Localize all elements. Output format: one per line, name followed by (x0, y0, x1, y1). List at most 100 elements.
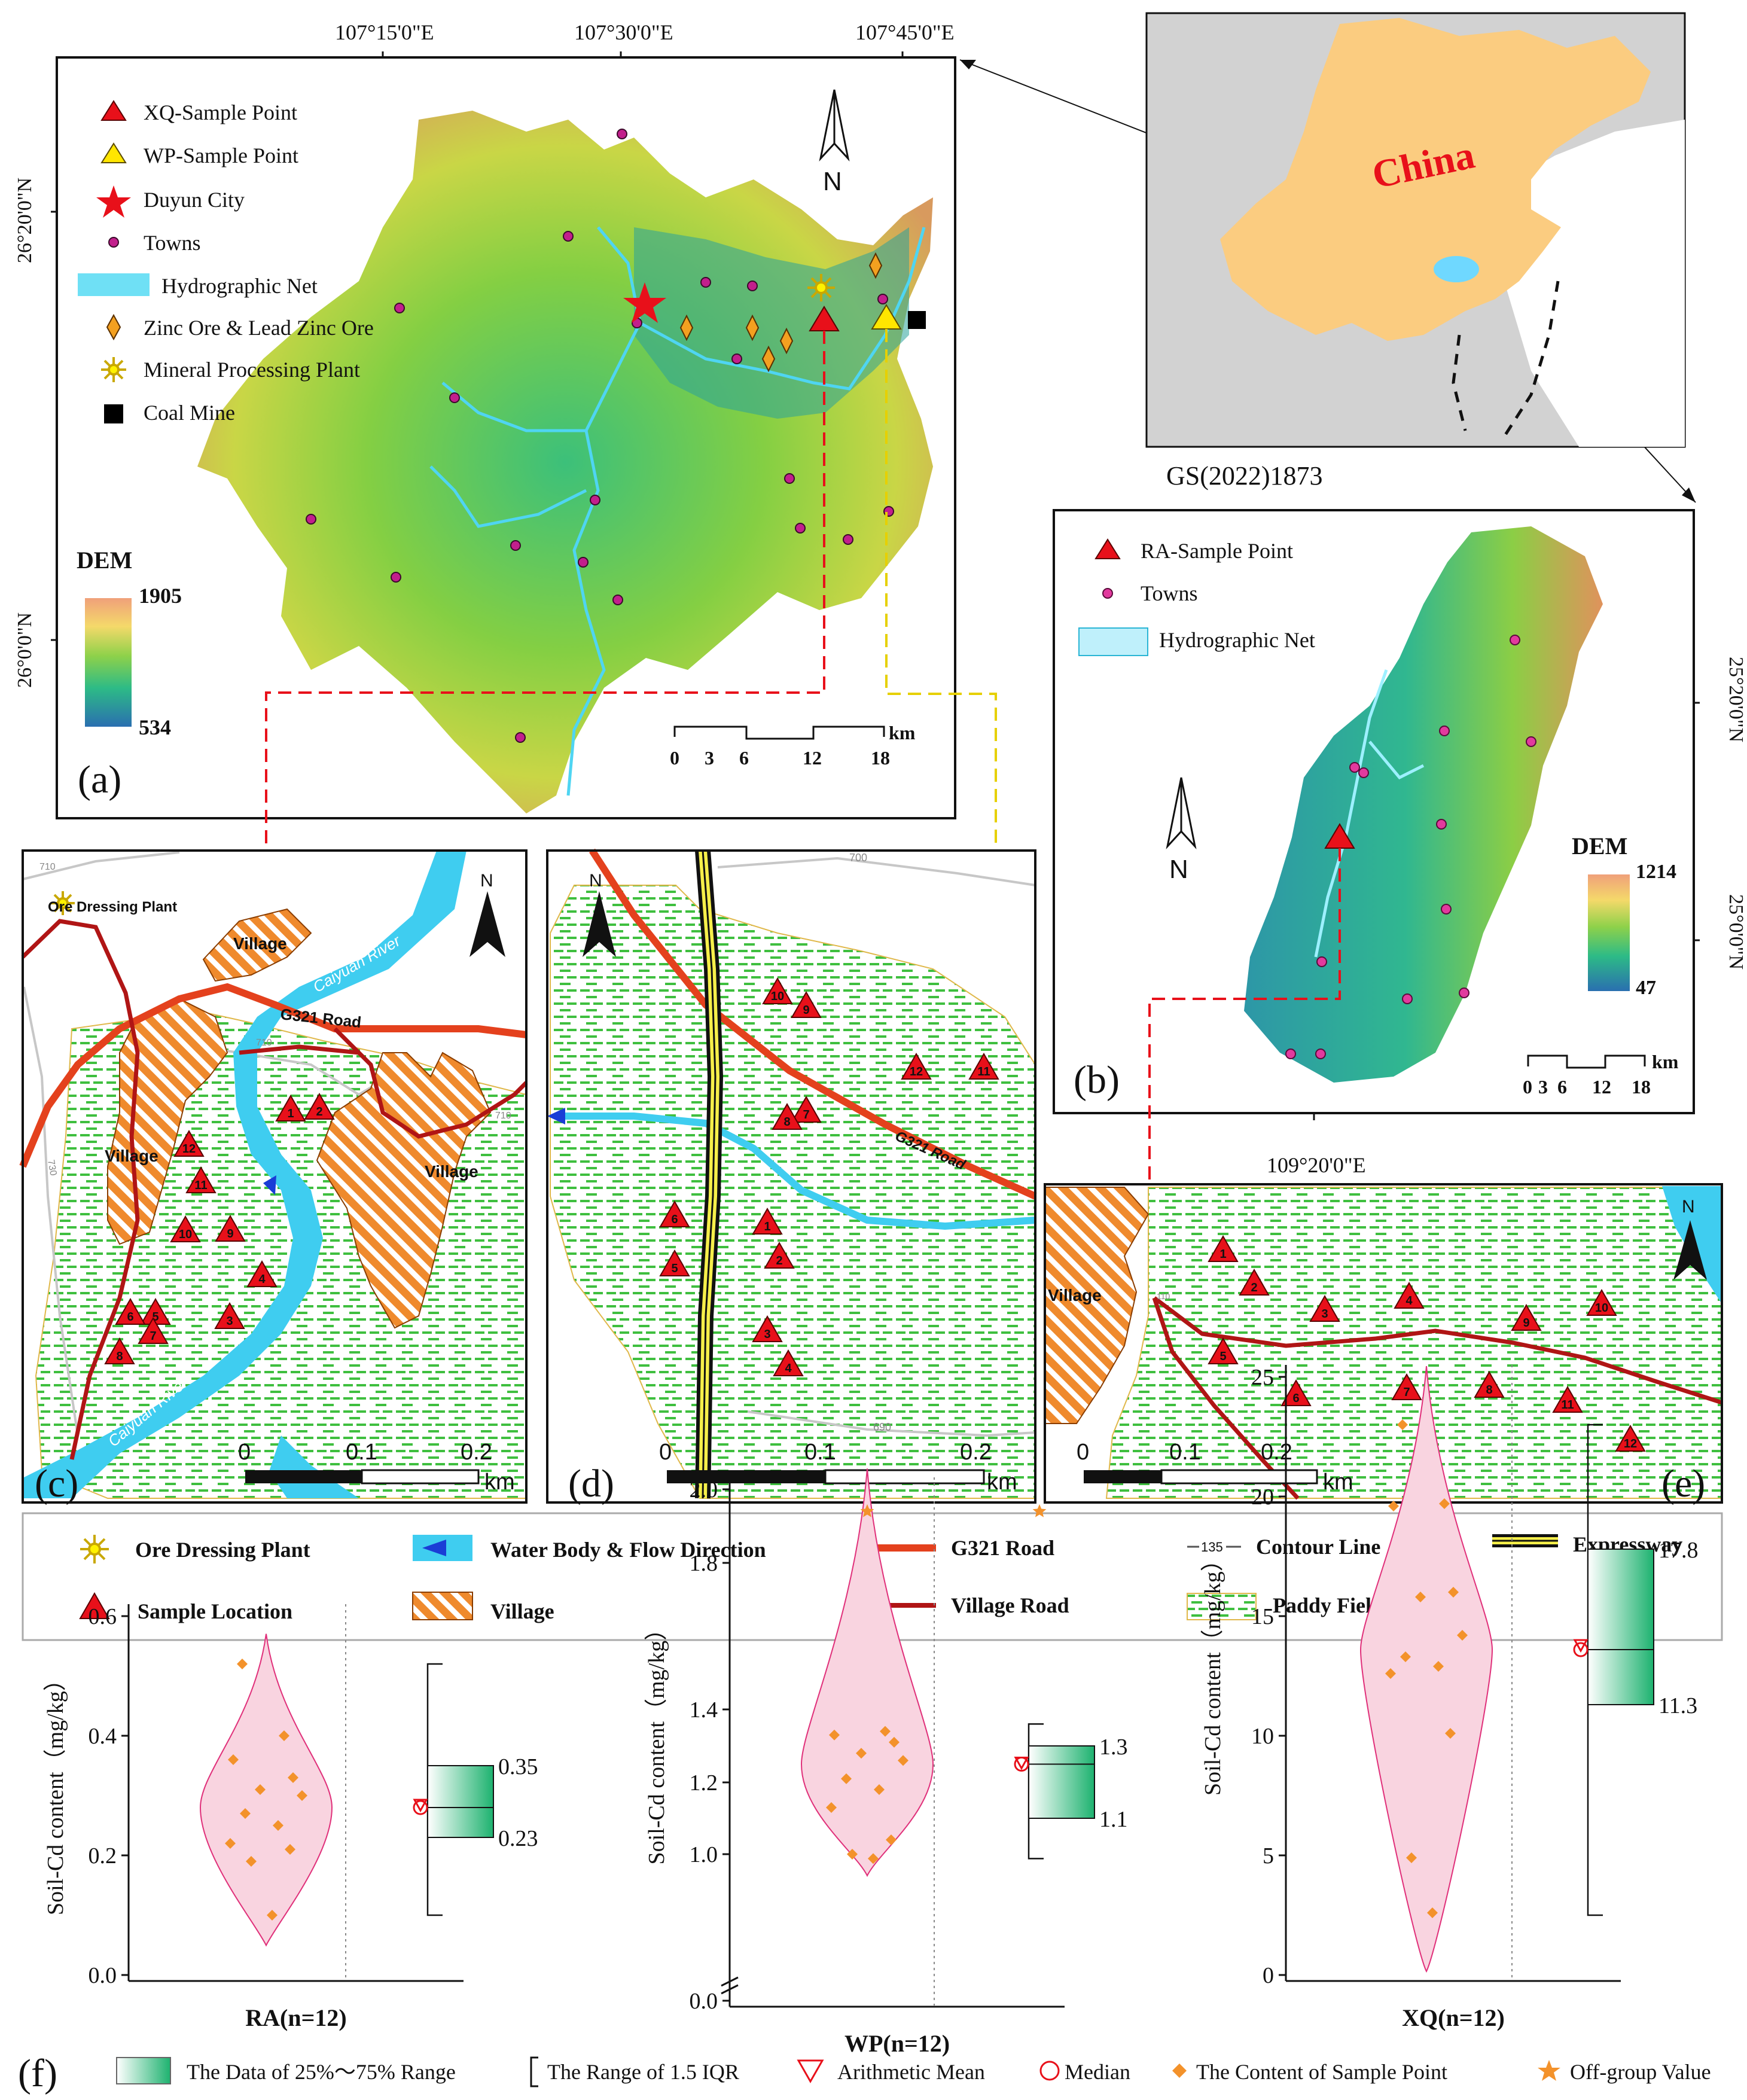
q3-label: 17.8 (1658, 1538, 1699, 1563)
sample-marker (138, 1316, 169, 1344)
legend-label: Zinc Ore & Lead Zinc Ore (144, 316, 374, 340)
contour-value: 730 (45, 1159, 58, 1177)
sample-label: 5 (671, 1262, 678, 1275)
sample-point (273, 1820, 283, 1831)
legend-label: Sample Location (138, 1599, 292, 1623)
sample-label: 11 (194, 1179, 207, 1192)
sunburst-icon (80, 1535, 109, 1563)
china-landmass (1220, 18, 1651, 341)
scale-tick: 0 (659, 1440, 672, 1465)
y-tick-label: 0.6 (89, 1604, 117, 1629)
sample-label: 10 (771, 990, 784, 1003)
sunburst-icon (101, 357, 126, 382)
sea-area (1495, 120, 1685, 447)
chart-legend: (f) The Data of 25%～75% Range The Range … (18, 2052, 1711, 2095)
scale-tick: 0.2 (1261, 1440, 1292, 1465)
magenta-dot-icon (1102, 588, 1113, 599)
sample-label: 3 (1321, 1307, 1328, 1321)
legend-label: Towns (1141, 581, 1197, 605)
nine-dash-line (1452, 281, 1560, 438)
flow-direction-arrow (263, 1175, 276, 1195)
sample-label: 5 (152, 1310, 158, 1324)
median-marker (1014, 1757, 1029, 1772)
sample-marker (773, 1349, 804, 1376)
roads (19, 919, 528, 1460)
sample-marker (1586, 1288, 1617, 1316)
iqr-box (427, 1765, 494, 1838)
sample-point (225, 1838, 236, 1849)
sample-marker (173, 1129, 205, 1157)
panel-b-axis-right: 25°20'0"N 25°0'0"N (1694, 657, 1747, 970)
sample-label: 6 (671, 1213, 678, 1226)
caiyuan-river (24, 851, 467, 1498)
scale-tick: 0.2 (960, 1440, 992, 1465)
legend-label: Towns (144, 231, 200, 255)
plant-label: Ore Dressing Plant (48, 899, 177, 915)
scale-tick: 6 (739, 747, 749, 769)
sample-label: 2 (776, 1254, 782, 1267)
mean-marker (1573, 1639, 1589, 1653)
coal-mine-marker (908, 311, 926, 329)
star-icon (1538, 2060, 1560, 2081)
y-tick-label: 20 (1251, 1485, 1274, 1510)
legend-label: Village Road (951, 1593, 1069, 1617)
panel-a-axis-left: 26°20'0"N 26°0'0"N (14, 178, 57, 688)
scale-tick: 12 (803, 747, 822, 769)
north-label: N (823, 167, 842, 196)
legend-label: G321 Road (951, 1536, 1054, 1560)
iqr-box (1587, 1549, 1654, 1705)
flow-arrow-icon (422, 1540, 446, 1556)
sample-marker (1208, 1337, 1239, 1364)
sample-marker (1208, 1235, 1239, 1262)
y-axis-label: Soil-Cd content（mg/kg） (43, 1668, 68, 1915)
contour-value: 700 (849, 852, 867, 864)
legend-label: Median (1065, 2060, 1130, 2084)
panel-label: (f) (18, 2052, 57, 2095)
red-triangle-icon (100, 100, 127, 121)
sample-label: 10 (1595, 1302, 1608, 1315)
violin-charts: 0.0 0.2 0.4 0.6 Soil-Cd content（mg/kg） RA(n=1… (43, 1365, 1699, 2057)
duyun-city-star (623, 282, 666, 323)
y-tick-label: 1.2 (690, 1770, 718, 1796)
panel-a-map: 107°15'0"E 107°30'0"E 107°45'0"E 26°20'0… (14, 20, 956, 819)
scale-bar: 0 0.1 0.2 km (1077, 1440, 1353, 1495)
legend-label: XQ-Sample Point (144, 100, 297, 124)
north-arrow: N (469, 871, 505, 957)
contour-value: 690 (873, 1421, 891, 1433)
panel-label: (a) (78, 758, 121, 801)
sample-marker (752, 1207, 783, 1235)
scale-tick: 0 (238, 1440, 251, 1465)
north-label: N (1169, 855, 1188, 884)
axis-label: 107°45'0"E (855, 20, 955, 44)
panel-label: (c) (35, 1462, 78, 1505)
axis-label: 109°20'0"E (1267, 1153, 1366, 1177)
sample-marker (659, 1249, 690, 1276)
sample-marker (1309, 1294, 1340, 1322)
sample-point (829, 1729, 840, 1741)
north-arrow: N (819, 89, 850, 196)
china-inset: China GS(2022)1873 (1145, 12, 1686, 490)
sample-marker (104, 1337, 135, 1364)
sample-label: 4 (785, 1362, 792, 1375)
sample-point (874, 1784, 885, 1795)
sample-point (1397, 1419, 1408, 1430)
dem-title: DEM (1572, 833, 1627, 859)
legend-label: Water Body & Flow Direction (490, 1538, 766, 1562)
q3-label: 1.3 (1099, 1735, 1128, 1760)
processing-plant-marker (807, 274, 835, 301)
panel-b-map: RA-Sample Point Towns Hydrographic Net N… (1053, 509, 1747, 1181)
axis-label: 26°20'0"N (14, 178, 36, 263)
ra-connector (1148, 848, 1341, 1181)
sample-marker (752, 1315, 783, 1342)
dem-color-bar (1588, 874, 1630, 991)
contour-value: 710 (39, 862, 56, 872)
study-area-highlight (1434, 256, 1479, 282)
dem-min: 534 (139, 715, 171, 739)
north-label: N (1682, 1197, 1695, 1217)
sample-marker (772, 1102, 803, 1130)
x-axis-label: RA(n=12) (245, 2004, 346, 2031)
legend-label: The Content of Sample Point (1196, 2060, 1447, 2084)
y-tick-label: 1.0 (690, 1842, 718, 1867)
black-square-icon (104, 404, 123, 423)
